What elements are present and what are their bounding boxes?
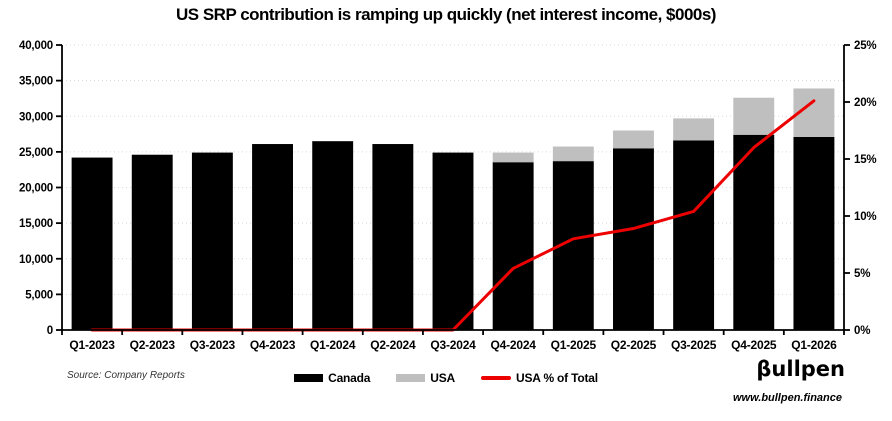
bar-canada-Q3-2023 [191, 152, 233, 330]
x-axis-label-Q1-2024: Q1-2024 [310, 338, 356, 352]
bar-usa-Q2-2025 [613, 130, 654, 149]
x-axis-label-Q2-2024: Q2-2024 [370, 338, 416, 352]
legend-label-usa-pct: USA % of Total [516, 371, 598, 385]
x-axis-label-Q3-2025: Q3-2025 [671, 338, 717, 352]
legend-item-usa: USA [396, 371, 455, 385]
legend-item-usa-pct: USA % of Total [481, 371, 598, 385]
x-axis-label-Q4-2025: Q4-2025 [731, 338, 777, 352]
usa-series-swatch [396, 374, 426, 382]
x-axis-label-Q4-2024: Q4-2024 [490, 338, 536, 352]
right-axis-tick-label: 5% [854, 268, 870, 280]
bar-canada-Q2-2023 [131, 154, 173, 330]
bar-canada-Q1-2023 [71, 157, 113, 330]
bar-canada-Q2-2025 [613, 148, 654, 330]
left-axis-tick-label: 5,000 [25, 289, 53, 301]
bar-canada-Q2-2024 [372, 144, 414, 330]
left-axis-tick-label: 20,000 [19, 183, 53, 195]
legend-label-canada: Canada [328, 371, 371, 385]
bar-canada-Q1-2026 [793, 136, 835, 330]
bar-canada-Q3-2024 [432, 152, 474, 330]
bar-usa-Q4-2024 [492, 152, 534, 163]
left-axis-tick-label: 10,000 [19, 254, 53, 266]
bar-usa-Q1-2025 [552, 146, 594, 162]
source-note: Source: Company Reports [67, 370, 185, 381]
left-axis-tick-label: 30,000 [19, 111, 53, 123]
right-axis-tick-label: 10% [854, 211, 876, 223]
legend-label-usa: USA [430, 371, 456, 385]
left-axis-tick-label: 15,000 [19, 218, 53, 230]
x-axis-label-Q2-2023: Q2-2023 [130, 338, 176, 352]
bar-usa-Q3-2025 [673, 118, 715, 141]
x-axis-label-Q4-2023: Q4-2023 [250, 338, 296, 352]
chart-title: US SRP contribution is ramping up quickl… [176, 5, 716, 24]
x-axis-label-Q1-2026: Q1-2026 [791, 338, 837, 352]
x-axis-label-Q3-2023: Q3-2023 [190, 338, 236, 352]
bar-canada-Q4-2023 [252, 144, 293, 330]
x-axis-label-Q3-2024: Q3-2024 [430, 338, 476, 352]
x-axis-label-Q1-2025: Q1-2025 [551, 338, 597, 352]
x-axis-label-Q2-2025: Q2-2025 [611, 338, 657, 352]
left-axis-tick-label: 0 [47, 325, 53, 337]
right-axis-tick-label: 15% [854, 154, 876, 166]
left-axis-tick-label: 35,000 [19, 76, 53, 88]
usa-pct-line-swatch [481, 376, 512, 380]
legend-item-canada: Canada [294, 371, 370, 385]
bar-canada-Q4-2025 [733, 134, 775, 330]
right-axis-tick-label: 0% [854, 325, 870, 337]
bar-canada-Q3-2025 [673, 140, 715, 330]
bar-canada-Q1-2024 [312, 141, 354, 330]
bar-canada-Q4-2024 [492, 162, 534, 330]
chart-legend: Canada USA USA % of Total [0, 371, 892, 385]
right-axis-tick-label: 20% [854, 97, 876, 109]
left-axis-tick-label: 25,000 [19, 147, 53, 159]
bar-usa-Q4-2025 [733, 97, 775, 135]
bullpen-website-link[interactable]: www.bullpen.finance [733, 392, 842, 404]
left-axis-tick-label: 40,000 [19, 40, 53, 52]
x-axis-label-Q1-2023: Q1-2023 [69, 338, 115, 352]
right-axis-tick-label: 25% [854, 40, 876, 52]
canada-series-swatch [294, 374, 324, 382]
bullpen-logo: βullpen [756, 357, 845, 381]
